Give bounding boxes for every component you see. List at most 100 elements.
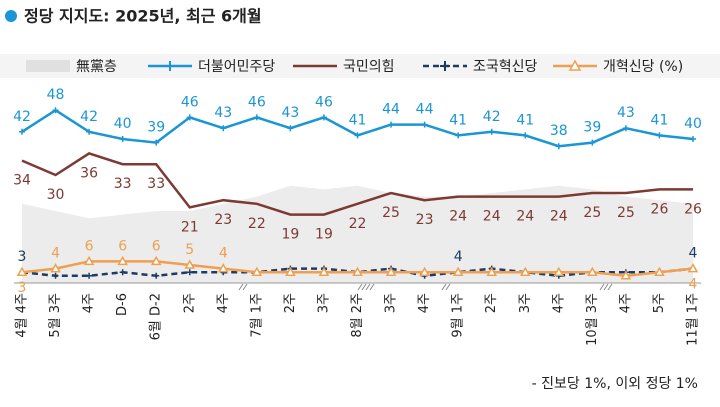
data-label: 42 <box>80 109 98 125</box>
data-label: 39 <box>583 120 601 136</box>
marker <box>19 128 25 135</box>
marker <box>620 270 632 280</box>
marker <box>656 132 663 139</box>
marker <box>388 121 395 128</box>
data-label: 39 <box>147 120 165 136</box>
data-label: 24 <box>483 209 501 225</box>
data-label: 24 <box>550 209 568 225</box>
data-label: 34 <box>13 173 31 189</box>
data-label: 40 <box>684 116 702 132</box>
marker <box>385 266 397 276</box>
data-label: 4 <box>689 277 698 293</box>
x-tick-label: 7월 1주 <box>249 293 264 338</box>
data-label: 3 <box>18 280 27 296</box>
data-label: 46 <box>315 94 333 110</box>
data-label: 24 <box>516 209 534 225</box>
data-label: 22 <box>349 216 367 232</box>
data-label: 41 <box>651 112 669 128</box>
legend-label: 無黨층 <box>76 59 117 75</box>
data-label: 46 <box>248 94 266 110</box>
marker <box>150 255 162 266</box>
marker <box>522 132 529 139</box>
x-tick-label: 6월 D-2 <box>149 293 164 340</box>
data-label: 19 <box>315 227 333 243</box>
legend-band <box>0 54 720 78</box>
marker <box>86 272 93 279</box>
marker <box>52 272 59 279</box>
data-label: 4 <box>689 246 698 262</box>
marker <box>419 266 430 276</box>
data-label: 19 <box>281 227 299 243</box>
x-tick-label: 9월 1주 <box>451 293 466 338</box>
legend-marker <box>440 61 450 71</box>
data-label: 33 <box>147 176 165 192</box>
x-tick-label: 3주 <box>518 293 533 313</box>
data-label: 4 <box>219 246 228 262</box>
marker <box>52 107 59 114</box>
marker <box>354 132 361 139</box>
data-label: 44 <box>382 102 400 118</box>
data-label: 48 <box>47 87 65 103</box>
data-label: 4 <box>51 246 60 262</box>
marker <box>186 269 193 276</box>
marker <box>119 269 126 276</box>
marker <box>285 266 296 276</box>
data-label: 21 <box>181 219 199 235</box>
marker <box>587 266 598 276</box>
data-label: 23 <box>214 212 232 228</box>
x-tick-label: 4주 <box>82 293 97 313</box>
chart-title: 정당 지지도: 2025년, 최근 6개월 <box>24 7 262 26</box>
legend-label: 국민의힘 <box>343 59 395 75</box>
x-tick-label: 8월 2주 <box>350 293 365 338</box>
footnote: - 진보당 1%, 이외 정당 1% <box>532 376 698 392</box>
data-label: 6 <box>118 238 127 254</box>
data-label: 36 <box>80 165 98 181</box>
x-tick-label: 3주 <box>316 293 331 313</box>
marker <box>184 259 196 269</box>
data-label: 41 <box>449 112 467 128</box>
title-dot <box>5 10 17 22</box>
data-label: 26 <box>684 201 702 217</box>
marker <box>421 121 428 128</box>
data-label: 42 <box>483 109 501 125</box>
data-label: 41 <box>349 112 367 128</box>
axis-breaks <box>238 283 613 291</box>
x-tick-label: 4월 4주 <box>15 293 30 338</box>
area <box>22 185 693 283</box>
data-label: 46 <box>181 94 199 110</box>
marker <box>553 266 565 276</box>
data-label: 6 <box>85 238 94 254</box>
data-label: 25 <box>382 205 400 221</box>
x-tick-label: 2주 <box>484 293 499 313</box>
legend-label: 개혁신당 (%) <box>603 59 683 75</box>
x-tick-label: 4주 <box>618 293 633 313</box>
marker <box>287 125 294 132</box>
data-label: 43 <box>281 105 299 121</box>
legend-label: 더불어민주당 <box>198 59 275 75</box>
data-label: 40 <box>114 116 132 132</box>
x-tick-label: 2주 <box>182 293 197 313</box>
x-tick-label: 4주 <box>216 293 231 313</box>
marker <box>622 125 629 132</box>
data-label: 33 <box>114 176 132 192</box>
legend-marker <box>568 59 582 71</box>
data-label: 30 <box>47 187 65 203</box>
data-label: 44 <box>416 102 434 118</box>
marker <box>218 263 229 273</box>
marker <box>320 114 327 121</box>
data-label: 42 <box>13 109 31 125</box>
marker <box>352 266 363 276</box>
marker <box>519 266 531 276</box>
marker <box>119 136 126 142</box>
marker <box>687 263 699 273</box>
marker <box>690 136 696 142</box>
data-label: 41 <box>516 112 534 128</box>
legend: 無黨층 더불어민주당 국민의힘 조국혁신당 개혁신당 (%) <box>26 59 683 75</box>
marker <box>253 114 260 121</box>
marker <box>16 266 28 276</box>
x-tick-label: 5월 3주 <box>48 293 63 338</box>
data-label: 38 <box>550 123 568 139</box>
data-label: 22 <box>248 216 266 232</box>
data-label: 25 <box>617 205 635 221</box>
marker <box>153 272 160 279</box>
